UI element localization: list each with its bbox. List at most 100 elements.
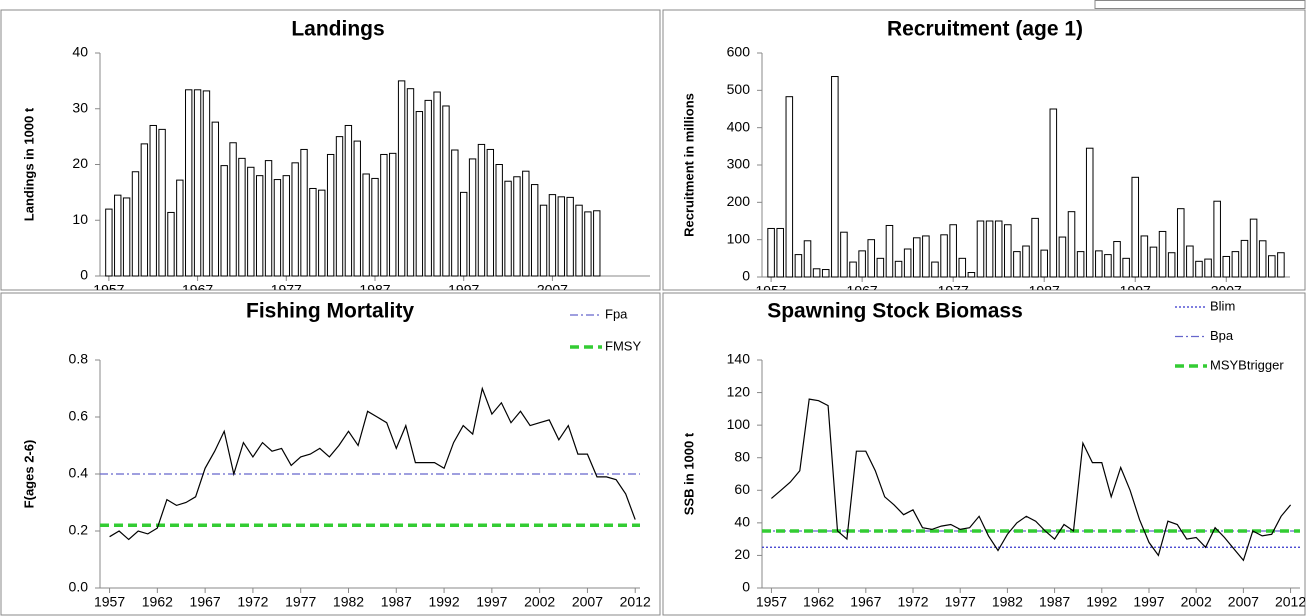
x-tick-label: 1962 [803, 594, 834, 610]
y-axis-label: Landings in 1000 t [21, 107, 36, 221]
y-tick-label: 0 [742, 268, 750, 284]
bar [1085, 147, 1094, 278]
bar [513, 176, 521, 277]
bar [176, 179, 184, 277]
bar [1149, 246, 1158, 278]
bar [1131, 176, 1140, 278]
y-tick-label: 140 [727, 351, 751, 367]
y-tick-label: 80 [734, 448, 750, 464]
bar [894, 260, 903, 278]
bar [158, 128, 166, 277]
bar [840, 231, 848, 278]
y-tick-label: 40 [734, 514, 750, 530]
data-line [771, 398, 1292, 562]
y-tick-label: 0 [742, 579, 750, 595]
bar [1240, 239, 1249, 278]
panel-border [0, 9, 661, 291]
y-tick-label: 100 [727, 230, 751, 246]
bar [958, 257, 967, 278]
bar [940, 234, 948, 278]
bar [140, 143, 149, 277]
x-tick-label: 1992 [1086, 594, 1117, 610]
bar [424, 99, 432, 277]
bar [931, 261, 939, 278]
bar [371, 177, 379, 277]
bar [397, 80, 406, 277]
bar [867, 239, 876, 278]
x-tick-label: 1982 [992, 594, 1023, 610]
chart-title: Fishing Mortality [246, 300, 414, 323]
bar [876, 257, 885, 278]
x-tick-label: 2012 [620, 594, 651, 610]
y-tick-label: 20 [72, 155, 88, 171]
bar [575, 204, 583, 277]
x-tick-label: 2002 [1181, 594, 1212, 610]
y-tick-label: 30 [72, 99, 88, 115]
bar [335, 136, 344, 277]
bar [548, 194, 557, 277]
bar [309, 187, 317, 277]
bar [1004, 224, 1012, 278]
bar [486, 148, 495, 277]
y-tick-label: 0.4 [69, 465, 89, 481]
y-tick-label: 0.2 [69, 522, 89, 538]
bar [344, 124, 353, 277]
bar [1013, 251, 1021, 278]
panel-border [0, 292, 661, 616]
x-tick-label: 1997 [476, 594, 507, 610]
bar [967, 272, 976, 278]
bar [504, 180, 512, 277]
legend-label: Blim [1210, 298, 1235, 313]
bar [1104, 254, 1112, 278]
x-tick-label: 1967 [190, 594, 221, 610]
bar [273, 179, 282, 277]
legend-box-remnant [1094, 0, 1306, 9]
bar [495, 164, 503, 277]
x-tick-label: 1977 [285, 594, 316, 610]
x-tick-label: 1997 [448, 282, 479, 298]
x-tick-label: 2007 [572, 594, 603, 610]
bar [903, 248, 912, 278]
data-line [109, 386, 636, 541]
bar [185, 89, 193, 277]
bar [1076, 251, 1085, 278]
x-tick-label: 1957 [94, 594, 125, 610]
panel: Spawning Stock Biomass SSB in 1000 t 0 20 40… [681, 298, 1305, 610]
bar [803, 240, 812, 278]
bar [193, 89, 202, 277]
y-tick-label: 20 [734, 546, 750, 562]
panel: Landings Landings in 1000 t 0 10 20 30 40 1957 1… [21, 18, 650, 298]
bar [202, 90, 211, 277]
y-tick-label: 0.8 [69, 351, 89, 367]
bar [247, 166, 255, 277]
bar [1258, 240, 1267, 278]
bar [229, 142, 237, 277]
bar [1113, 241, 1121, 278]
bar [593, 210, 601, 277]
y-tick-label: 60 [734, 481, 750, 497]
bar [353, 140, 361, 277]
bar [530, 184, 539, 277]
x-tick-label: 1977 [938, 283, 969, 299]
x-tick-label: 1997 [1133, 594, 1164, 610]
x-tick-label: 1997 [1120, 283, 1151, 299]
x-tick-label: 1957 [93, 282, 124, 298]
x-tick-label: 1987 [1029, 283, 1060, 299]
bar [1186, 245, 1194, 278]
panel: Recruitment (age 1) Recruitment in millio… [681, 18, 1290, 299]
bar [468, 158, 477, 277]
x-tick-label: 2007 [537, 282, 568, 298]
x-tick-label: 1977 [271, 282, 302, 298]
bar [1213, 200, 1221, 278]
bar [264, 160, 273, 277]
x-tick-label: 2002 [524, 594, 555, 610]
bar [282, 175, 290, 277]
bar [557, 196, 565, 277]
bar [1268, 255, 1276, 278]
bar [1195, 260, 1203, 278]
bar [1167, 252, 1176, 278]
bar [131, 171, 140, 277]
panel-border [662, 9, 1306, 291]
bar [1122, 257, 1130, 278]
x-tick-label: 1972 [237, 594, 268, 610]
